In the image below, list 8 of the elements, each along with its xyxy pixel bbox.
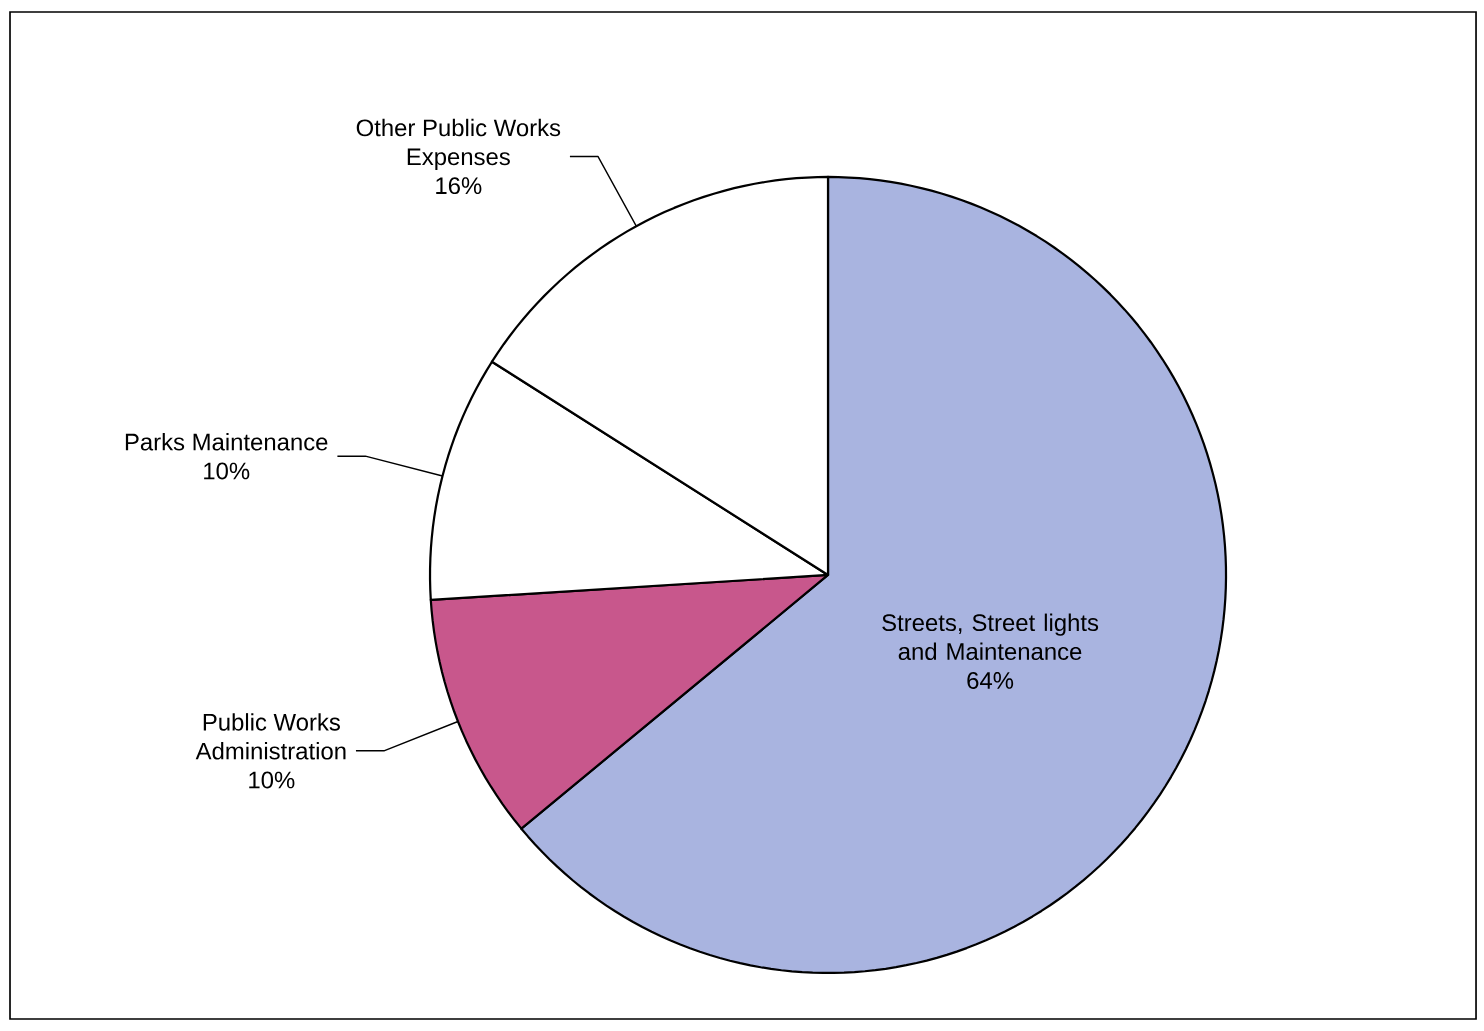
- data-label: 64%: [967, 671, 1014, 689]
- slice-label: Parks Maintenance: [125, 432, 328, 451]
- slice-label: Streets, Street lights and Maintenance: [882, 613, 1099, 660]
- data-label: 10%: [204, 462, 250, 480]
- slice-label: Other Public Works Expenses: [356, 118, 561, 170]
- data-label: 10%: [249, 771, 295, 789]
- slice-label: Public Works Administration: [195, 713, 346, 760]
- data-label: 16%: [436, 177, 482, 195]
